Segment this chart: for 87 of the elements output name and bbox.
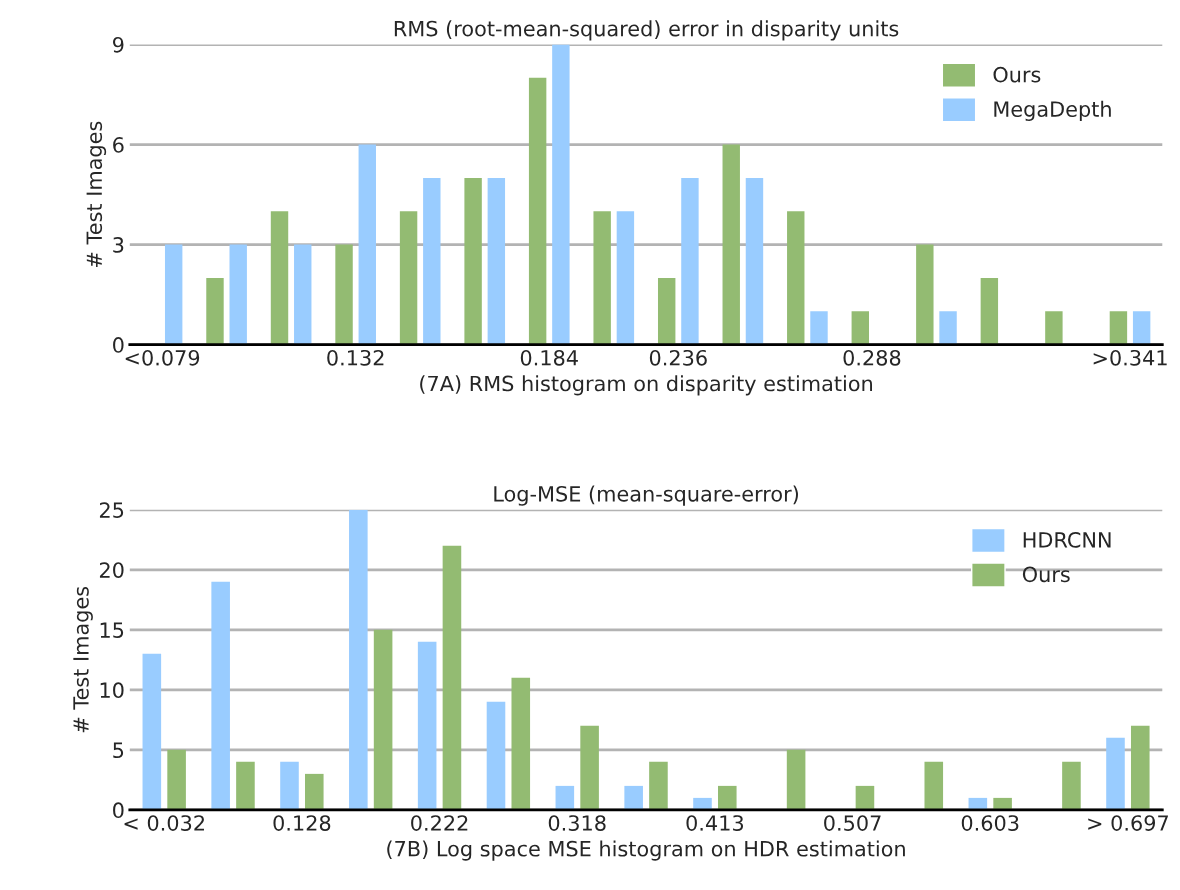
bar	[304, 773, 324, 810]
bar	[487, 177, 506, 345]
bar	[464, 177, 482, 345]
bar	[373, 629, 393, 810]
legend-label: MegaDepth	[994, 100, 1111, 122]
x-axis-title: (7B) Log space MSE histogram on HDR estimation	[387, 840, 905, 861]
legend-label: HDRCNN	[1023, 531, 1111, 548]
x-tick-label: 0.222	[411, 815, 468, 831]
x-tick-label: 0.132	[327, 349, 384, 366]
bar	[417, 641, 437, 810]
bar	[717, 785, 737, 810]
x-tick-label: 0.413	[686, 815, 744, 831]
bar	[1132, 311, 1151, 345]
x-tick-label: > 0.697	[1088, 815, 1168, 831]
bar	[211, 581, 230, 810]
bar	[657, 277, 676, 345]
bar	[229, 244, 247, 345]
bar	[980, 277, 999, 345]
bar	[528, 77, 547, 345]
x-tick-label: < 0.032	[124, 815, 204, 831]
x-tick-label: 0.318	[548, 815, 606, 831]
x-tick-label: 0.184	[520, 349, 578, 366]
bar	[693, 797, 712, 810]
x-tick-label: >0.341	[1093, 349, 1167, 366]
bar	[142, 653, 162, 810]
bar	[924, 761, 944, 810]
y-tick-label: 5	[113, 742, 124, 759]
bar	[294, 244, 312, 345]
chart-title: RMS (root-mean-squared) error in disparity units	[394, 20, 899, 41]
y-tick-label: 6	[113, 137, 124, 153]
y-axis-title: # Test Images	[86, 121, 107, 267]
legend-label: Ours	[993, 66, 1041, 83]
x-tick-label: 0.288	[843, 349, 901, 366]
x-tick-label: 0.236	[649, 349, 707, 366]
bar	[280, 761, 299, 810]
x-tick-label: <0.079	[125, 349, 200, 366]
bar	[164, 244, 183, 345]
bar	[358, 144, 376, 345]
bar	[855, 785, 875, 810]
y-axis-title: # Test Images	[73, 586, 93, 733]
bar	[511, 677, 531, 810]
bar	[939, 311, 957, 345]
bar	[616, 211, 635, 345]
bar	[993, 797, 1012, 810]
bar	[399, 211, 418, 345]
chart-title: Log-MSE (mean-square-error)	[494, 485, 798, 506]
bar	[335, 244, 353, 345]
y-tick-label: 25	[99, 502, 124, 518]
legend-label: Ours	[1022, 566, 1070, 583]
bar	[745, 177, 764, 345]
bar	[1130, 725, 1150, 810]
x-axis-title: (7A) RMS histogram on disparity estimation	[420, 375, 872, 396]
bar	[810, 311, 828, 345]
bar	[786, 749, 806, 810]
bar	[442, 545, 462, 810]
x-tick-label: 0.128	[273, 815, 331, 831]
bar	[722, 144, 740, 345]
y-tick-label: 15	[100, 622, 124, 639]
y-tick-label: 0	[113, 337, 124, 353]
y-tick-label: 0	[113, 802, 124, 819]
y-tick-label: 3	[113, 237, 124, 253]
x-tick-label: 0.507	[824, 815, 881, 831]
bar	[1109, 311, 1128, 345]
y-tick-label: 20	[99, 562, 124, 578]
bar	[555, 785, 575, 810]
bar	[851, 311, 870, 345]
x-tick-label: 0.603	[961, 815, 1019, 831]
bar	[486, 701, 506, 810]
y-tick-label: 9	[113, 36, 124, 53]
bar	[787, 211, 805, 345]
bar	[649, 761, 668, 810]
bar	[1045, 311, 1063, 345]
bar	[349, 509, 368, 810]
bar	[270, 211, 289, 345]
bar	[624, 785, 643, 810]
bar	[423, 177, 441, 345]
bar	[681, 177, 699, 345]
bar	[1106, 737, 1125, 810]
bar	[552, 44, 570, 345]
bar	[580, 725, 599, 810]
bar	[167, 749, 186, 810]
bar	[1062, 761, 1081, 810]
y-tick-label: 10	[100, 682, 124, 699]
bar	[236, 761, 255, 810]
bar	[593, 211, 611, 345]
bar	[916, 244, 934, 345]
bar	[206, 277, 224, 345]
